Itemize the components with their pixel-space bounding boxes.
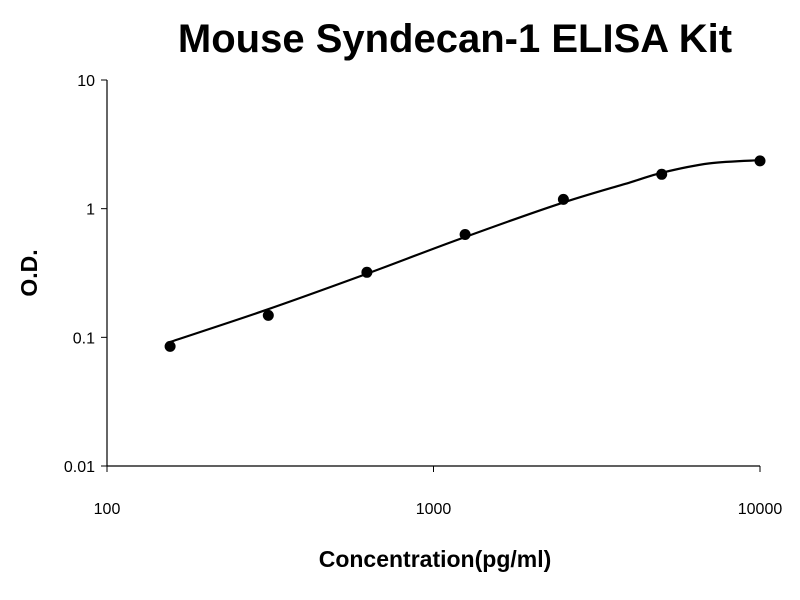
chart-title: Mouse Syndecan-1 ELISA Kit bbox=[178, 17, 732, 61]
y-axis-ticks: 0.01 0.1 1 10 bbox=[64, 73, 107, 476]
data-points bbox=[164, 155, 766, 352]
x-axis-title: Concentration(pg/ml) bbox=[319, 546, 552, 572]
plot-area: 0.01 0.1 1 10 100 1000 10000 bbox=[64, 73, 782, 518]
x-tick-label: 10000 bbox=[738, 501, 783, 518]
data-point bbox=[459, 229, 471, 240]
data-point bbox=[557, 193, 569, 205]
data-point bbox=[262, 309, 274, 321]
fit-curve-line bbox=[169, 159, 761, 344]
data-point bbox=[164, 340, 176, 352]
y-tick-label: 0.01 bbox=[64, 459, 95, 476]
y-axis-title: O.D. bbox=[16, 249, 42, 296]
data-point bbox=[754, 155, 766, 167]
y-tick-label: 1 bbox=[86, 202, 95, 219]
x-axis-ticks: 100 1000 10000 bbox=[94, 466, 783, 518]
data-point bbox=[656, 168, 668, 180]
y-tick-label: 0.1 bbox=[73, 330, 95, 347]
y-tick-label: 10 bbox=[77, 73, 95, 90]
data-point bbox=[361, 266, 373, 278]
x-tick-label: 1000 bbox=[416, 501, 452, 518]
x-tick-label: 100 bbox=[94, 501, 121, 518]
